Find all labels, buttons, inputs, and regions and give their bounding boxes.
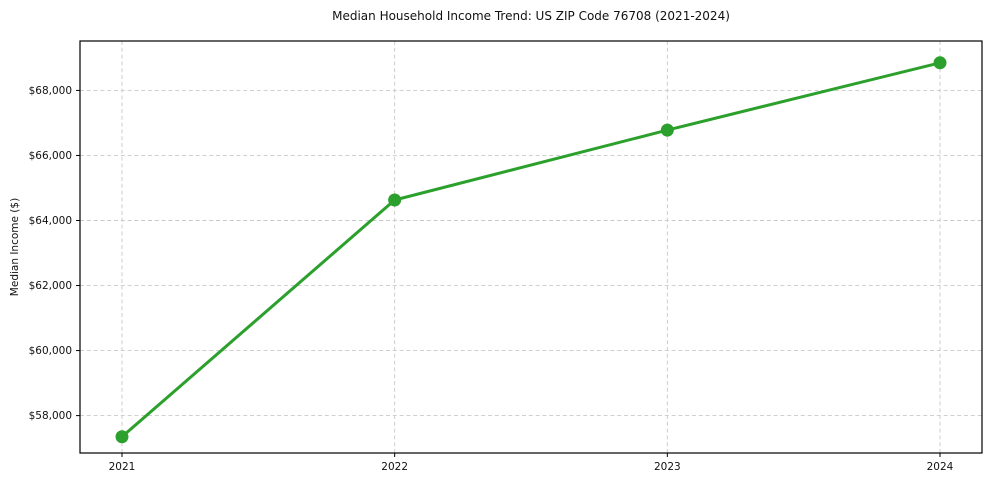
- data-point: [388, 193, 402, 207]
- y-tick-label: $68,000: [29, 85, 72, 97]
- chart-title: Median Household Income Trend: US ZIP Co…: [332, 9, 730, 23]
- x-tick-label: 2024: [927, 461, 954, 473]
- x-tick-label: 2022: [381, 461, 408, 473]
- plot-border: [79, 40, 983, 454]
- y-tick-label: $58,000: [29, 410, 72, 422]
- y-tick-label: $64,000: [29, 215, 72, 227]
- y-tick-label: $60,000: [29, 345, 72, 357]
- y-tick-label: $62,000: [29, 280, 72, 292]
- x-tick-label: 2023: [654, 461, 681, 473]
- data-point: [660, 123, 674, 137]
- y-axis-label: Median Income ($): [9, 197, 21, 297]
- data-point: [115, 430, 129, 444]
- trend-line: [120, 61, 942, 439]
- x-tick-label: 2021: [109, 461, 136, 473]
- data-point: [933, 56, 947, 70]
- y-tick-label: $66,000: [29, 150, 72, 162]
